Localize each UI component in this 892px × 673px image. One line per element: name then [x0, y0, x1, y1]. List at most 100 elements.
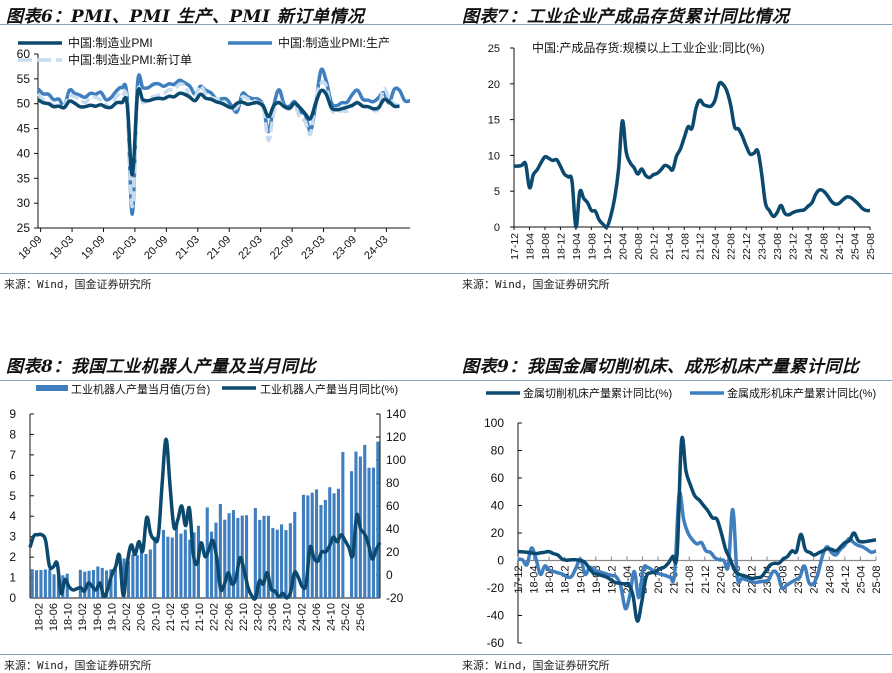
- x-tick-label: 20-09: [142, 234, 170, 262]
- y-tick-label: 15: [488, 115, 500, 127]
- legend-label-cutting: 金属切削机床产量累计同比(%): [523, 386, 672, 400]
- y-tick-label-left: 6: [9, 468, 16, 482]
- x-tick-label: 25-06: [355, 603, 367, 631]
- source-rule: [446, 654, 892, 655]
- x-tick-label: 19-10: [106, 603, 118, 631]
- y-tick-label-right: 140: [386, 407, 406, 421]
- bar-robot-output: [161, 529, 165, 598]
- bar-robot-output: [376, 441, 380, 598]
- bar-robot-output: [78, 569, 82, 598]
- y-tick-label: 25: [17, 221, 31, 235]
- x-tick-label: 24-03: [362, 234, 390, 262]
- bar-robot-output: [367, 467, 371, 598]
- series-line-forming: [517, 490, 877, 611]
- y-tick-label: 25: [488, 43, 500, 55]
- x-tick-label: 25-04: [850, 233, 862, 260]
- bar-robot-output: [306, 495, 310, 598]
- bar-robot-output: [83, 571, 87, 598]
- x-tick-label: 22-06: [223, 603, 235, 631]
- x-tick-label: 17-12: [513, 566, 525, 594]
- bar-robot-output: [288, 523, 292, 598]
- y-tick-label: -20: [487, 581, 505, 595]
- legend-label-inventory: 中国:产成品存货:规模以上工业企业:同比(%): [532, 40, 765, 55]
- y-tick-label: 40: [17, 146, 31, 160]
- y-tick-label: 45: [17, 122, 31, 136]
- bar-robot-output: [341, 452, 345, 598]
- bar-robot-output: [315, 489, 319, 598]
- title-rule: [0, 380, 446, 381]
- x-tick-label: 21-09: [205, 234, 233, 262]
- y-tick-label: 20: [488, 79, 500, 91]
- bar-robot-output: [105, 570, 109, 598]
- x-tick-label: 23-12: [788, 233, 800, 260]
- series-line-cutting: [517, 435, 877, 623]
- legend-label-output: 工业机器人产量当月值(万台): [71, 382, 210, 396]
- x-tick-label: 25-08: [865, 233, 877, 260]
- x-tick-label: 20-06: [136, 603, 148, 631]
- x-tick-label: 19-08: [586, 233, 598, 260]
- y-tick-label-right: 40: [386, 522, 400, 536]
- y-tick-label: 55: [17, 72, 31, 86]
- x-tick-label: 23-09: [331, 234, 359, 262]
- bar-robot-output: [131, 554, 135, 598]
- y-tick-label: 80: [491, 444, 505, 458]
- bar-robot-output: [140, 550, 144, 598]
- bar-robot-output: [35, 570, 39, 598]
- y-tick-label: 30: [17, 196, 31, 210]
- figure-8-title: 图表8：我国工业机器人产量及当月同比: [6, 357, 316, 377]
- y-tick-label: 0: [497, 554, 504, 568]
- y-tick-label-right: 60: [386, 499, 400, 513]
- series-line-robot-yoy: [28, 437, 382, 601]
- bar-robot-output: [135, 555, 139, 598]
- x-tick-label: 22-09: [268, 234, 296, 262]
- x-tick-label: 22-04: [710, 233, 722, 260]
- x-tick-label: 17-12: [509, 233, 521, 260]
- y-tick-label-left: 3: [9, 530, 16, 544]
- y-tick-label: 40: [491, 499, 505, 513]
- y-tick-label-left: 8: [9, 427, 16, 441]
- x-tick-label: 20-12: [648, 233, 660, 260]
- x-tick-label: 24-12: [840, 566, 852, 594]
- bar-robot-output: [100, 567, 104, 598]
- x-tick-label: 22-10: [238, 603, 250, 631]
- bar-robot-output: [43, 569, 47, 598]
- legend-label-yoy: 工业机器人产量当月同比(%): [260, 382, 398, 396]
- x-tick-label: 19-04: [575, 566, 587, 594]
- y-tick-label-left: 2: [9, 550, 16, 564]
- y-tick-label-left: 5: [9, 489, 16, 503]
- y-tick-label: 60: [17, 47, 31, 61]
- bar-robot-output: [350, 471, 354, 598]
- bar-robot-output: [301, 494, 305, 598]
- x-tick-label: 18-02: [33, 603, 45, 631]
- x-tick-label: 21-06: [179, 603, 191, 631]
- x-tick-label: 22-08: [726, 233, 738, 260]
- x-tick-label: 19-02: [77, 603, 89, 631]
- bar-robot-output: [293, 511, 297, 598]
- y-tick-label: 35: [17, 171, 31, 185]
- bar-robot-output: [262, 515, 266, 598]
- x-tick-label: 19-06: [92, 603, 104, 631]
- legend-label-pmi: 中国:制造业PMI: [68, 35, 153, 50]
- x-tick-label: 18-12: [555, 233, 567, 260]
- y-tick-label-right: 120: [386, 430, 406, 444]
- figure-8-panel: 图表8：我国工业机器人产量及当月同比 9 8 7 6 5 4 3 2 1 0 140 120 100 80…: [0, 348, 446, 672]
- bar-robot-output: [210, 531, 214, 598]
- x-tick-label: 23-10: [282, 603, 294, 631]
- figure-7-title: 图表7：工业企业产成品存货累计同比情况: [462, 7, 790, 27]
- x-tick-label: 25-04: [855, 566, 867, 594]
- y-tick-label-left: 7: [9, 448, 16, 462]
- bar-robot-output: [223, 519, 227, 598]
- bar-robot-output: [218, 504, 222, 598]
- bar-robot-output: [126, 561, 130, 598]
- title-rule: [446, 24, 892, 25]
- bar-robot-output: [240, 515, 244, 598]
- x-tick-label: 23-03: [299, 234, 327, 262]
- bar-robot-output: [166, 536, 170, 598]
- x-tick-label: 18-10: [63, 603, 75, 631]
- x-tick-label: 23-08: [772, 233, 784, 260]
- x-tick-label: 20-03: [111, 234, 139, 262]
- bar-robot-output: [336, 488, 340, 598]
- source-rule: [0, 654, 446, 655]
